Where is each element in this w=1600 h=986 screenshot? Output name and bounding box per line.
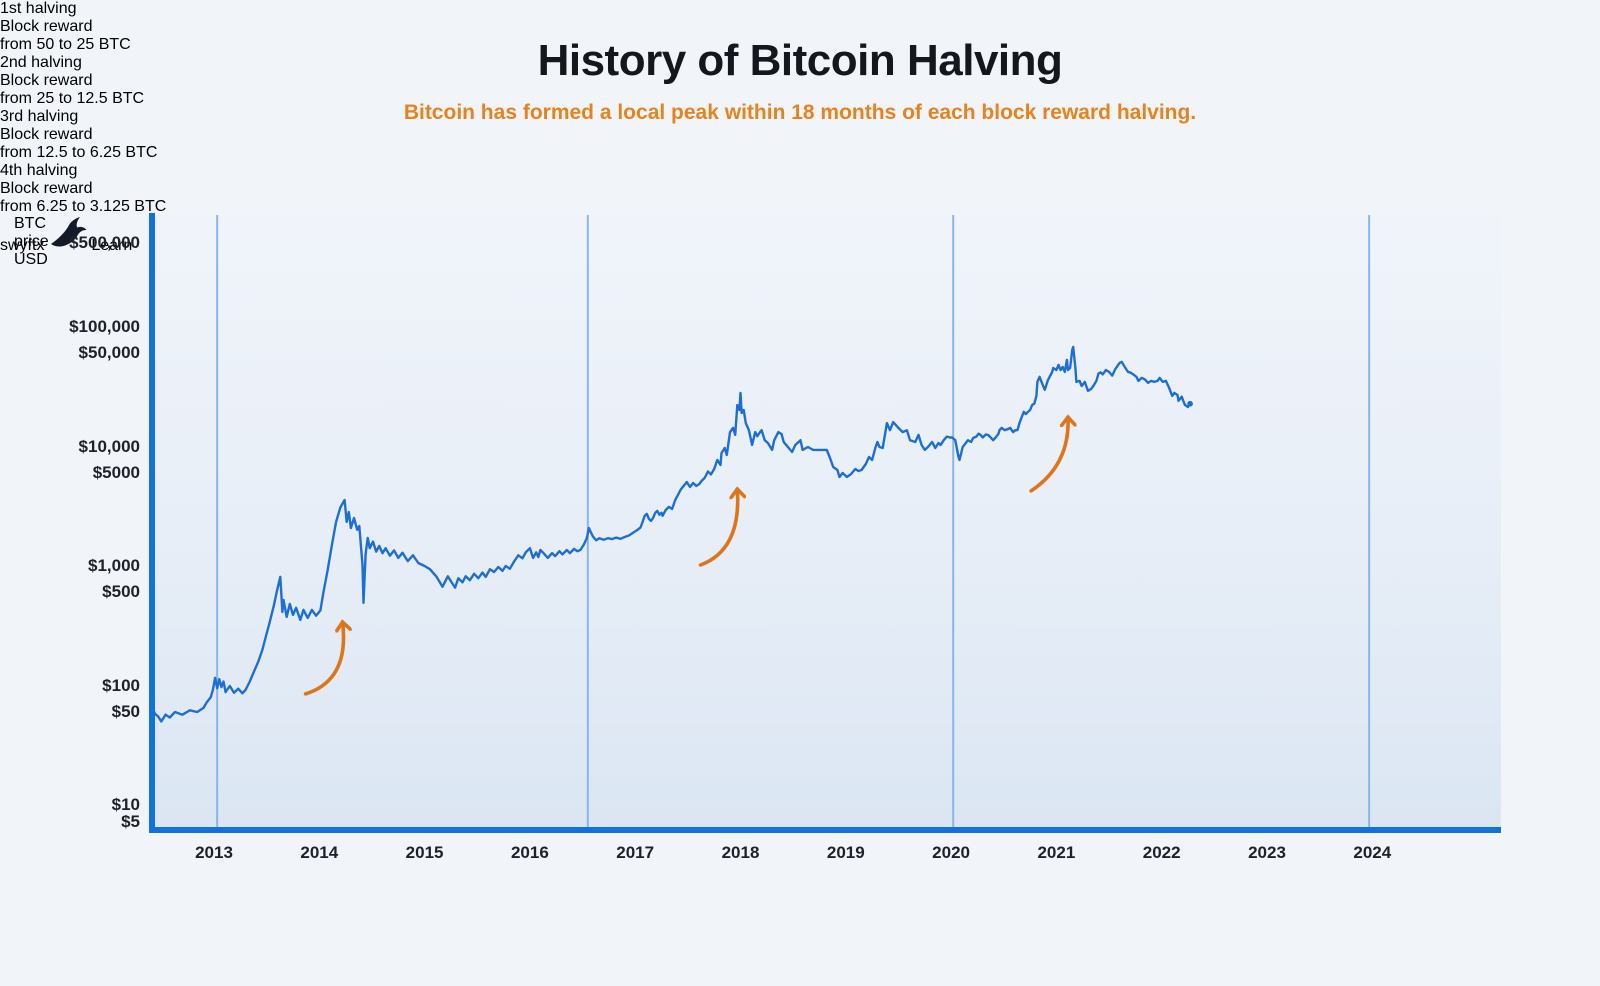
halving-detail: from 25 to 12.5 BTC xyxy=(0,90,145,107)
halving-label: 1st halving xyxy=(0,0,77,17)
x-tick-label: 2016 xyxy=(510,843,549,862)
x-axis-line xyxy=(149,827,1501,833)
halving-detail: from 6.25 to 3.125 BTC xyxy=(0,198,167,215)
y-axis-line xyxy=(149,213,155,833)
swift-bird-icon xyxy=(50,217,87,247)
y-tick-label: $50 xyxy=(111,701,140,721)
x-tick-label: 2015 xyxy=(405,843,444,862)
y-tick-label: $50,000 xyxy=(78,343,140,362)
brand-suffix-label: Learn xyxy=(91,237,133,254)
y-tick-label: $5 xyxy=(121,812,140,831)
x-tick-label: 2017 xyxy=(616,843,655,862)
y-tick-label: $10 xyxy=(111,795,140,814)
price-line xyxy=(150,345,1192,723)
y-tick-label: $500 xyxy=(102,582,140,601)
halving-label: 4th halving xyxy=(0,162,78,179)
y-tick-label: $100 xyxy=(102,675,140,695)
halving-label: 3rd halving xyxy=(0,108,79,125)
halving-annotation: 4th halving Block reward from 6.25 to 3.12… xyxy=(0,162,1600,216)
plot-background xyxy=(155,215,1501,830)
halving-annotation: 1st halving Block reward from 50 to 25 BTC xyxy=(0,0,1600,54)
x-tick-label: 2019 xyxy=(826,843,865,862)
y-tick-label: $5000 xyxy=(92,462,140,482)
x-tick-label: 2024 xyxy=(1353,843,1392,862)
page-subtitle: Bitcoin has formed a local peak within 1… xyxy=(403,101,1197,124)
halving-label: 2nd halving xyxy=(0,54,82,71)
price-line-group xyxy=(150,345,1193,723)
x-tick-label: 2021 xyxy=(1037,843,1076,862)
y-tick-label: $100,000 xyxy=(69,317,140,336)
halving-detail: Block reward xyxy=(0,18,93,35)
halving-annotation: 2nd halving Block reward from 25 to 12.5 B… xyxy=(0,54,1600,108)
halving-detail: from 12.5 to 6.25 BTC xyxy=(0,144,158,161)
page-title: History of Bitcoin Halving xyxy=(537,36,1063,85)
y-tick-label: $10,000 xyxy=(78,436,140,456)
y-tick-label: $500,000 xyxy=(69,233,140,253)
footer-logo: swyftx Learn xyxy=(0,216,1600,255)
halving-detail: Block reward xyxy=(0,72,93,89)
halving-lines-group xyxy=(216,215,1371,830)
chart-header: History of Bitcoin Halving Bitcoin has f… xyxy=(0,36,1600,125)
halving-detail: Block reward xyxy=(0,180,93,197)
y-tick-label: $1,000 xyxy=(88,556,140,575)
x-tick-label: 2020 xyxy=(932,843,971,862)
x-tick-label: 2022 xyxy=(1142,843,1181,862)
x-tick-label: 2014 xyxy=(300,843,339,862)
x-tick-label: 2013 xyxy=(195,843,233,862)
peak-arrow-3 xyxy=(1029,417,1068,493)
halving-annotations: 1st halving Block reward from 50 to 25 BTC… xyxy=(0,0,1600,216)
price-line-endpoint xyxy=(1187,400,1193,407)
peak-arrows-group xyxy=(303,417,1069,696)
y-axis-title: BTC price USD xyxy=(14,215,49,268)
peak-arrow-1 xyxy=(303,622,344,696)
halving-annotation: 3rd halving Block reward from 12.5 to 6.25… xyxy=(0,108,1600,162)
peak-arrow-2 xyxy=(698,489,738,567)
x-tick-label: 2023 xyxy=(1248,843,1286,862)
halving-detail: Block reward xyxy=(0,126,93,143)
brand-logotype: swyftx xyxy=(0,237,45,254)
halving-detail: from 50 to 25 BTC xyxy=(0,36,131,53)
x-tick-label: 2018 xyxy=(721,843,760,862)
